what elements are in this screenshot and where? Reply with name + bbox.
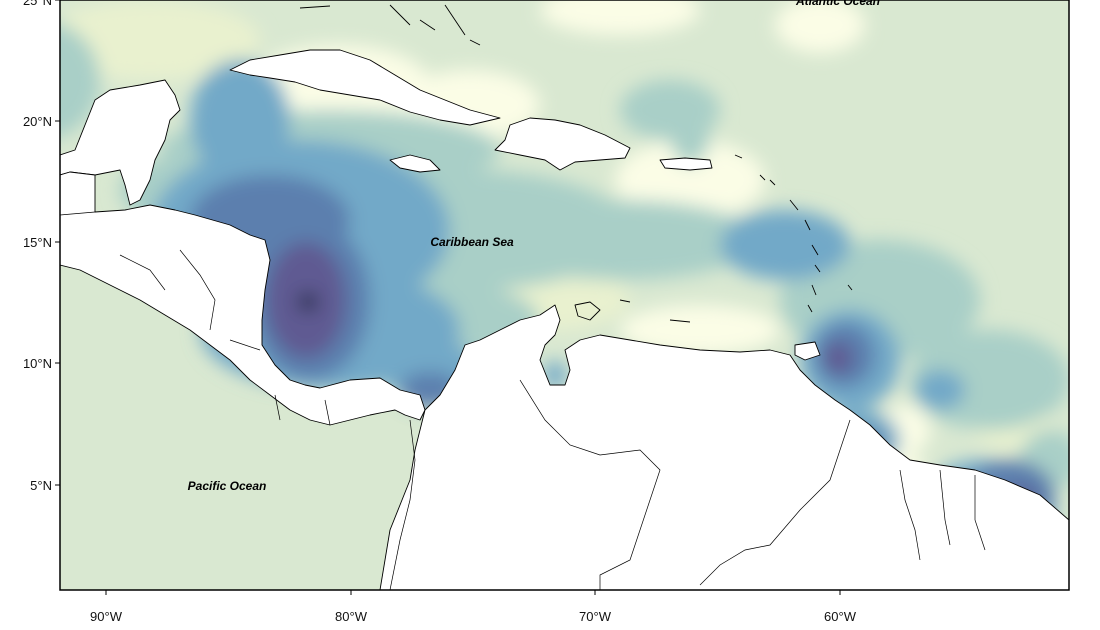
x-tick-label: 80°W — [335, 609, 368, 624]
y-tick-label: 15°N — [23, 235, 52, 250]
land-trinidad — [794, 341, 821, 361]
x-axis: 90°W 80°W 70°W 60°W — [90, 590, 857, 624]
label-caribbean-sea: Caribbean Sea — [430, 235, 514, 249]
y-tick-label: 5°N — [30, 478, 52, 493]
label-pacific-ocean: Pacific Ocean — [188, 479, 267, 493]
country-borders — [60, 211, 986, 590]
x-tick-label: 90°W — [90, 609, 123, 624]
x-tick-label: 60°W — [824, 609, 857, 624]
land-lesser-antilles — [734, 154, 853, 313]
land-yucatan — [60, 79, 181, 206]
land-masses — [60, 4, 1069, 590]
y-tick-label: 25°N — [23, 0, 52, 8]
land-abc-islands — [574, 299, 691, 323]
land-jamaica — [389, 154, 441, 173]
y-tick-label: 10°N — [23, 356, 52, 371]
land-puerto-rico — [659, 157, 713, 171]
y-tick-label: 20°N — [23, 114, 52, 129]
land-central-america — [60, 171, 426, 426]
land-hispaniola — [494, 117, 631, 171]
land-bahamas — [299, 4, 481, 46]
land-cuba — [229, 49, 501, 126]
map-frame — [59, 0, 1070, 591]
land-south-america — [379, 304, 1069, 590]
y-axis: 25°N 20°N 15°N 10°N 5°N — [23, 0, 60, 493]
x-tick-label: 70°W — [579, 609, 612, 624]
label-atlantic-ocean: Atlantic Ocean — [795, 0, 880, 8]
